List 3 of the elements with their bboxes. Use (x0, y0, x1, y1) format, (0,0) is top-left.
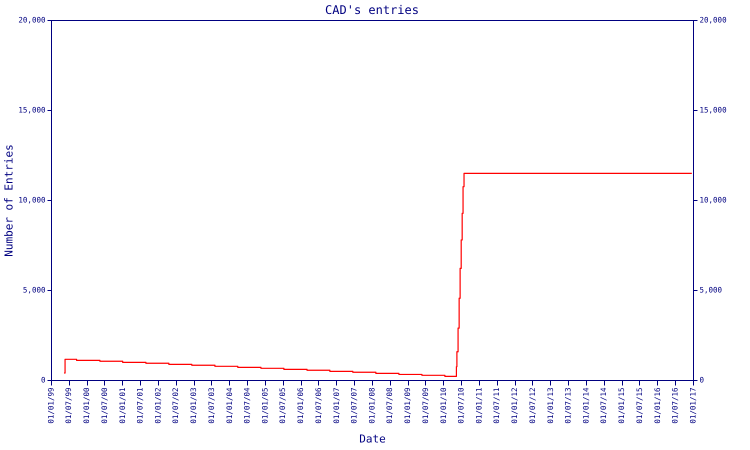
x-axis-title: Date (359, 432, 386, 446)
y-axis-title: Number of Entries (2, 144, 16, 257)
chart-title: CAD's entries (325, 3, 419, 17)
